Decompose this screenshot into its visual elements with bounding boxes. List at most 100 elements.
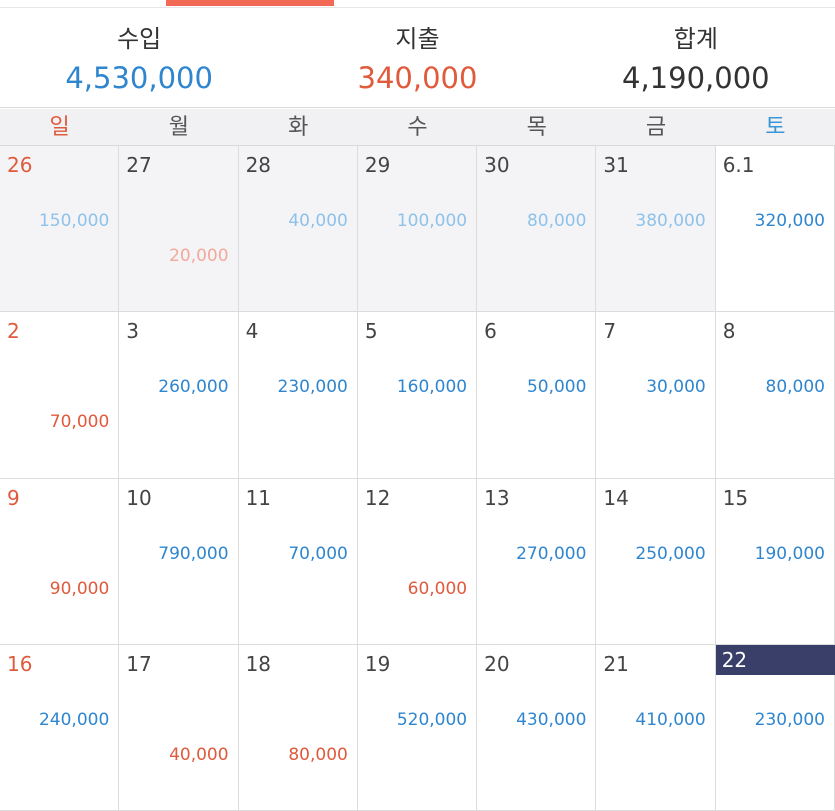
day-number: 8 xyxy=(722,319,736,344)
calendar-day-cell[interactable]: 8 80,000 xyxy=(715,312,835,479)
calendar-day-cell[interactable]: 16 240,000 xyxy=(0,644,120,811)
expense-amount: 20,000 xyxy=(169,246,229,266)
weekday-fri: 금 xyxy=(645,115,667,140)
income-amount: 230,000 xyxy=(277,377,348,398)
weekday-wed: 수 xyxy=(407,115,428,140)
calendar-day-cell[interactable]: 6 50,000 xyxy=(477,312,597,479)
weekday-mon: 월 xyxy=(168,115,190,140)
day-number: 13 xyxy=(484,485,510,510)
expense-amount: 40,000 xyxy=(169,744,229,765)
income-amount: 250,000 xyxy=(635,543,706,564)
day-number: 20 xyxy=(484,651,510,676)
income-summary: 수입 4,530,000 xyxy=(0,8,278,107)
calendar-day-cell[interactable]: 7 30,000 xyxy=(596,312,716,479)
calendar-day-cell[interactable]: 30 80,000 xyxy=(477,146,597,313)
calendar-day-cell[interactable]: 17 40,000 xyxy=(119,644,239,811)
calendar-day-cell[interactable]: 19 520,000 xyxy=(357,644,478,811)
calendar-day-cell[interactable]: 21 410,000 xyxy=(596,644,716,811)
calendar-day-cell[interactable]: 31 380,000 xyxy=(596,146,716,313)
income-amount: 70,000 xyxy=(288,543,348,564)
expense-amount: 80,000 xyxy=(288,744,348,765)
income-amount: 100,000 xyxy=(396,211,468,231)
weekday-tue: 화 xyxy=(288,115,309,140)
calendar-day-cell[interactable]: 15 190,000 xyxy=(715,478,835,645)
income-amount: 520,000 xyxy=(396,709,468,730)
calendar-day-cell[interactable]: 14 250,000 xyxy=(596,478,716,645)
income-amount: 50,000 xyxy=(526,377,587,398)
day-number: 4 xyxy=(245,319,259,344)
day-number: 16 xyxy=(7,651,33,676)
day-number: 10 xyxy=(126,485,152,510)
net-total: 4,190,000 xyxy=(622,61,770,95)
calendar-day-cell[interactable]: 9 90,000 xyxy=(0,478,120,645)
day-number: 12 xyxy=(364,485,391,510)
income-amount: 40,000 xyxy=(288,211,348,231)
expense-label: 지출 xyxy=(395,25,440,53)
calendar-day-cell[interactable]: 11 70,000 xyxy=(238,478,358,645)
day-number: 19 xyxy=(364,651,391,676)
income-amount: 160,000 xyxy=(396,377,468,398)
expense-amount: 90,000 xyxy=(49,578,110,599)
calendar-day-cell[interactable]: 2 70,000 xyxy=(0,312,120,479)
calendar-day-cell[interactable]: 5 160,000 xyxy=(357,312,478,479)
income-amount: 790,000 xyxy=(158,543,229,564)
day-number: 31 xyxy=(603,153,629,177)
weekday-header: 일 월 화 수 목 금 토 xyxy=(0,109,835,146)
net-summary: 합계 4,190,000 xyxy=(557,8,835,107)
day-number: 14 xyxy=(603,485,629,510)
income-amount: 80,000 xyxy=(765,377,825,398)
income-amount: 190,000 xyxy=(754,543,825,564)
day-number: 9 xyxy=(7,485,20,510)
income-amount: 380,000 xyxy=(635,211,706,231)
tab-bar xyxy=(0,0,835,8)
calendar-day-cell[interactable]: 4 230,000 xyxy=(238,312,358,479)
income-amount: 430,000 xyxy=(516,709,587,730)
income-total: 4,530,000 xyxy=(65,61,213,95)
day-number: 2 xyxy=(7,319,20,344)
weekday-sun: 일 xyxy=(49,115,70,140)
calendar-day-cell[interactable]: 6.1 320,000 xyxy=(715,146,835,313)
income-amount: 30,000 xyxy=(646,377,706,398)
calendar-day-cell[interactable]: 12 60,000 xyxy=(357,478,478,645)
day-number: 28 xyxy=(245,153,272,177)
weekday-sat: 토 xyxy=(765,115,786,140)
calendar-day-cell[interactable]: 18 80,000 xyxy=(238,644,358,811)
expense-amount: 60,000 xyxy=(407,578,468,599)
income-amount: 240,000 xyxy=(38,709,110,730)
day-number: 7 xyxy=(603,319,617,344)
day-number: 6.1 xyxy=(722,153,755,177)
today-day-number: 22 xyxy=(715,644,835,675)
calendar-day-cell[interactable]: 13 270,000 xyxy=(477,478,597,645)
day-number: 11 xyxy=(245,485,272,510)
income-amount: 320,000 xyxy=(754,211,825,231)
calendar-day-cell[interactable]: 22 230,000 xyxy=(715,644,835,811)
expense-summary: 지출 340,000 xyxy=(278,8,556,107)
income-amount: 230,000 xyxy=(754,709,825,730)
day-number: 29 xyxy=(364,153,391,177)
day-number: 3 xyxy=(126,319,140,344)
calendar-day-cell[interactable]: 28 40,000 xyxy=(238,146,358,313)
total-label: 합계 xyxy=(673,25,718,53)
expense-total: 340,000 xyxy=(357,61,478,95)
calendar-day-cell[interactable]: 27 20,000 xyxy=(119,146,239,313)
weekday-thu: 목 xyxy=(526,115,547,140)
day-number: 15 xyxy=(722,485,749,510)
day-number: 6 xyxy=(484,319,497,344)
income-amount: 260,000 xyxy=(158,377,229,398)
income-amount: 150,000 xyxy=(38,211,110,231)
day-number: 30 xyxy=(484,153,510,177)
calendar-day-cell[interactable]: 26 150,000 xyxy=(0,146,120,313)
active-tab-indicator xyxy=(166,0,334,6)
income-amount: 270,000 xyxy=(516,543,587,564)
calendar-day-cell[interactable]: 20 430,000 xyxy=(477,644,597,811)
income-label: 수입 xyxy=(117,25,162,53)
day-number: 17 xyxy=(126,651,152,676)
day-number: 5 xyxy=(364,319,378,344)
summary-bar: 수입 4,530,000 지출 340,000 합계 4,190,000 xyxy=(0,8,835,108)
calendar-day-cell[interactable]: 3 260,000 xyxy=(119,312,239,479)
day-number: 18 xyxy=(245,651,272,676)
income-amount: 80,000 xyxy=(526,211,587,231)
calendar-day-cell[interactable]: 29 100,000 xyxy=(357,146,478,313)
day-number: 27 xyxy=(126,153,152,177)
calendar-day-cell[interactable]: 10 790,000 xyxy=(119,478,239,645)
